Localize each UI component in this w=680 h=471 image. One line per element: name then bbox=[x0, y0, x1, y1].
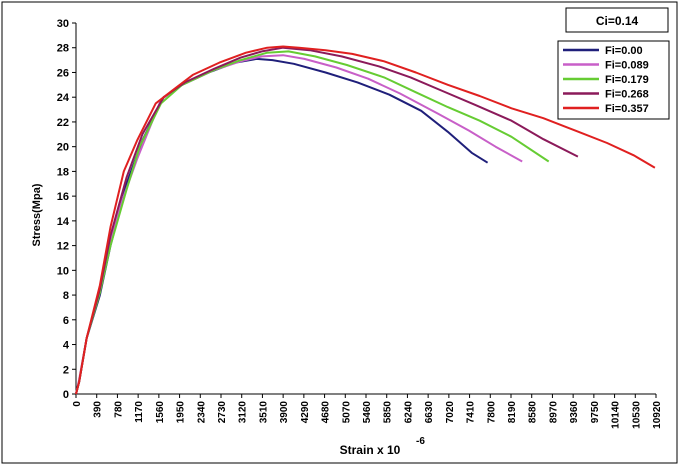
x-tick-label: 8970 bbox=[548, 401, 559, 424]
y-tick-label: 8 bbox=[63, 290, 69, 302]
x-tick-label: 1950 bbox=[176, 401, 187, 424]
y-tick-label: 28 bbox=[57, 43, 69, 55]
y-tick-label: 22 bbox=[57, 117, 69, 129]
y-tick-label: 2 bbox=[63, 364, 69, 376]
x-tick-label: 9360 bbox=[569, 401, 580, 424]
x-tick-label: 6240 bbox=[403, 401, 414, 424]
x-tick-label: 5070 bbox=[341, 401, 352, 424]
y-tick-label: 4 bbox=[63, 340, 70, 352]
annotation-box bbox=[565, 7, 669, 33]
y-tick-label: 16 bbox=[57, 191, 69, 203]
y-tick-label: 14 bbox=[57, 216, 70, 228]
series-line-4 bbox=[75, 45, 656, 395]
y-tick-label: 18 bbox=[57, 166, 69, 178]
legend-label-1: Fi=0.089 bbox=[605, 60, 649, 72]
y-tick-label: 24 bbox=[57, 92, 70, 104]
x-axis-label-exponent: -6 bbox=[416, 436, 425, 447]
x-tick-label: 10140 bbox=[611, 401, 622, 429]
x-tick-label: 3120 bbox=[238, 401, 249, 424]
x-tick-label: 8580 bbox=[528, 401, 539, 424]
x-tick-label: 6630 bbox=[424, 401, 435, 424]
x-axis-label: Strain x 10 bbox=[340, 443, 401, 457]
y-tick-label: 26 bbox=[57, 67, 69, 79]
x-tick-label: 1170 bbox=[134, 401, 145, 423]
x-tick-label: 780 bbox=[113, 401, 124, 418]
y-axis-label: Stress(Mpa) bbox=[31, 183, 43, 246]
x-tick-label: 0 bbox=[72, 401, 83, 407]
x-tick-label: 7410 bbox=[466, 401, 477, 424]
series-lines bbox=[75, 45, 656, 395]
x-tick-label: 7800 bbox=[486, 401, 497, 424]
x-tick-label: 5460 bbox=[362, 401, 373, 424]
x-tick-label: 3900 bbox=[279, 401, 290, 424]
x-tick-label: 10530 bbox=[631, 401, 642, 429]
x-tick-label: 9750 bbox=[590, 401, 601, 424]
x-tick-label: 1560 bbox=[155, 401, 166, 424]
series-line-2 bbox=[75, 50, 550, 395]
x-tick-label: 5850 bbox=[383, 401, 394, 424]
annotation-text: Ci=0.14 bbox=[596, 14, 639, 28]
x-tick-label: 8190 bbox=[507, 401, 518, 424]
y-tick-label: 0 bbox=[63, 389, 69, 401]
x-tick-label: 2340 bbox=[196, 401, 207, 424]
x-tick-label: 2730 bbox=[217, 401, 228, 424]
legend-label-4: Fi=0.357 bbox=[605, 103, 649, 115]
x-tick-label: 4290 bbox=[300, 401, 311, 424]
legend-label-3: Fi=0.268 bbox=[605, 89, 649, 101]
legend: Fi=0.00 Fi=0.089 Fi=0.179 Fi=0.268 Fi=0.357 bbox=[563, 45, 649, 115]
y-tick-label: 30 bbox=[57, 18, 69, 30]
y-tick-label: 20 bbox=[57, 142, 69, 154]
legend-label-2: Fi=0.179 bbox=[605, 74, 649, 86]
x-tick-label: 390 bbox=[93, 401, 104, 418]
x-tick-label: 3510 bbox=[258, 401, 269, 424]
x-tick-label: 10920 bbox=[652, 401, 663, 429]
y-tick-label: 6 bbox=[63, 315, 69, 327]
y-tick-label: 10 bbox=[57, 265, 69, 277]
x-tick-label: 7020 bbox=[445, 401, 456, 424]
series-line-3 bbox=[75, 46, 579, 395]
y-tick-label: 12 bbox=[57, 241, 69, 253]
legend-label-0: Fi=0.00 bbox=[605, 45, 643, 57]
x-tick-label: 4680 bbox=[321, 401, 332, 424]
